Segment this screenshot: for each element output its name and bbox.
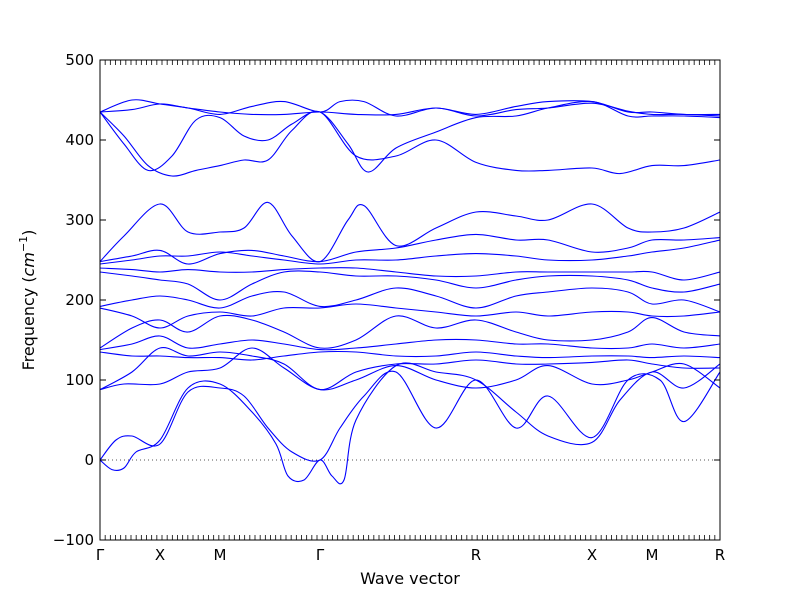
x-tick-label: X bbox=[155, 546, 165, 564]
band-line-1 bbox=[100, 362, 720, 485]
band-line-11 bbox=[100, 267, 720, 281]
plot-frame bbox=[99, 59, 721, 541]
band-line-5 bbox=[100, 350, 720, 361]
x-tick-label: M bbox=[214, 546, 227, 564]
y-tick-label: 500 bbox=[65, 51, 94, 69]
x-tick-label: R bbox=[471, 546, 481, 564]
band-line-12 bbox=[100, 239, 720, 265]
x-tick-label: M bbox=[646, 546, 659, 564]
x-tick-label: Γ bbox=[96, 546, 105, 564]
band-line-16 bbox=[100, 100, 720, 173]
band-line-7 bbox=[100, 314, 720, 349]
band-line-14 bbox=[100, 201, 720, 263]
y-axis-title: Frequency (cm−1) bbox=[17, 230, 38, 371]
x-tick-label: X bbox=[587, 546, 597, 564]
band-line-4 bbox=[100, 346, 720, 391]
y-axis-title-main: Frequency ( bbox=[19, 276, 38, 370]
band-line-18 bbox=[100, 100, 720, 116]
y-tick-label: 200 bbox=[65, 291, 94, 309]
band-line-9 bbox=[100, 287, 720, 313]
band-line-13 bbox=[100, 233, 720, 265]
y-tick-label: −100 bbox=[53, 531, 94, 549]
y-axis-title-exp: −1 bbox=[17, 236, 30, 252]
y-axis-title-close: ) bbox=[19, 230, 38, 236]
band-line-3 bbox=[100, 347, 720, 391]
band-line-10 bbox=[100, 270, 720, 301]
y-axis-title-unit: cm bbox=[19, 252, 38, 276]
band-line-6 bbox=[100, 335, 720, 351]
y-tick-label: 400 bbox=[65, 131, 94, 149]
x-tick-label: Γ bbox=[316, 546, 325, 564]
plot-area bbox=[100, 60, 720, 540]
y-tick-label: 100 bbox=[65, 371, 94, 389]
y-tick-label: 300 bbox=[65, 211, 94, 229]
x-axis-title: Wave vector bbox=[360, 569, 460, 588]
band-line-2 bbox=[100, 370, 720, 462]
band-line-8 bbox=[100, 303, 720, 329]
x-tick-label: R bbox=[715, 546, 725, 564]
y-tick-label: 0 bbox=[84, 451, 94, 469]
band-line-15 bbox=[100, 110, 720, 177]
